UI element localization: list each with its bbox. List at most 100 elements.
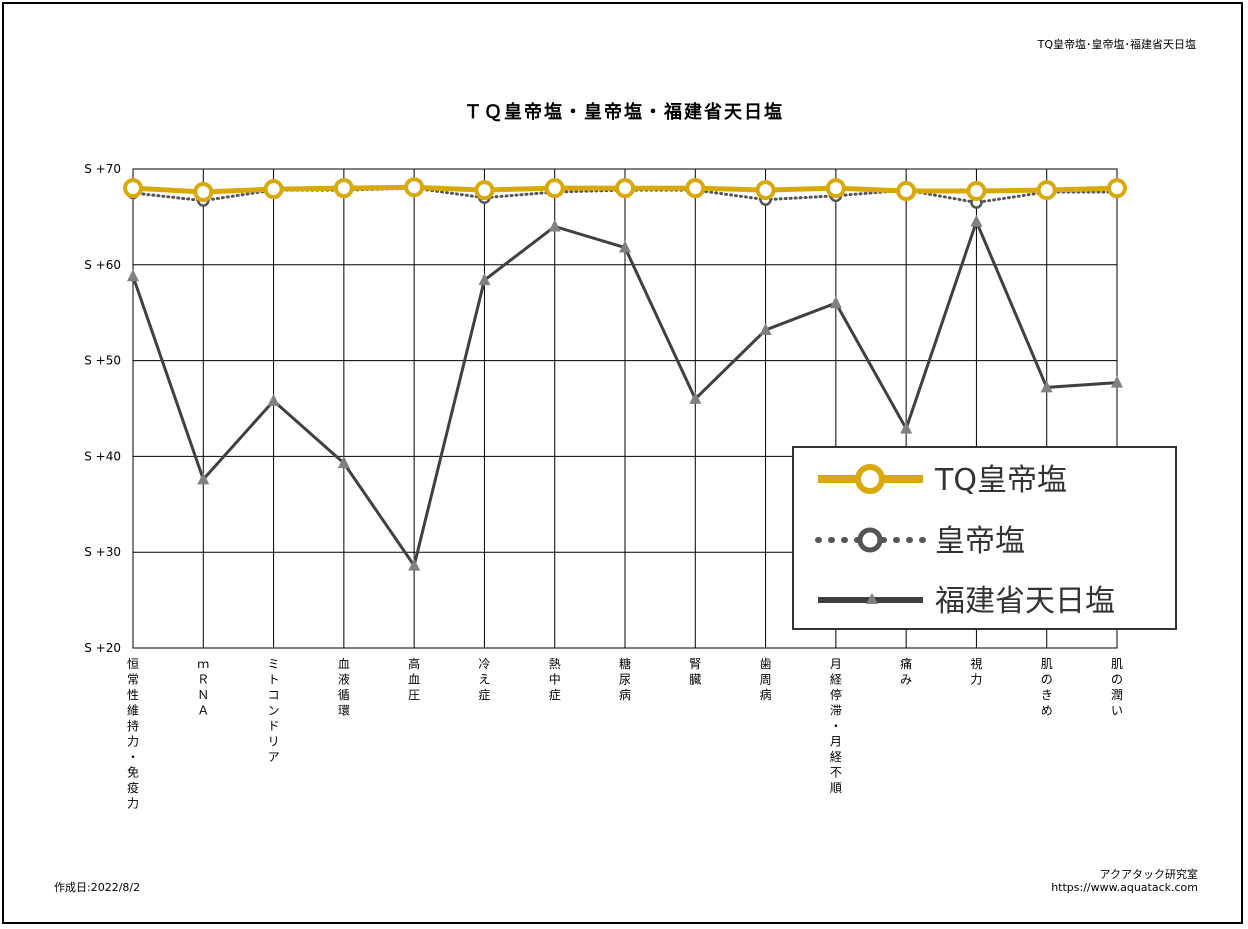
x-tick-label: 力 <box>127 735 139 749</box>
legend-marker-tq <box>855 464 885 494</box>
x-tick-label: 症 <box>478 687 490 702</box>
point-fukken <box>900 421 913 434</box>
point-tq <box>896 181 917 202</box>
x-tick-label: 環 <box>338 704 350 718</box>
x-tick-label: 血 <box>338 657 350 671</box>
legend-marker-koteien <box>857 527 883 553</box>
x-tick-label: 症 <box>549 687 561 702</box>
point-tq <box>755 180 776 201</box>
x-tick-label: 潤 <box>1111 688 1123 702</box>
x-tick-label: ・ <box>830 719 842 733</box>
x-tick-label: 視 <box>970 656 982 671</box>
company-name: アクアタック研究室 <box>1099 868 1198 881</box>
point-tq <box>263 179 284 200</box>
website-url: https://www.aquatack.com <box>1051 881 1198 894</box>
x-tick-label: 停 <box>830 687 842 702</box>
x-tick-label: 周 <box>760 673 772 687</box>
point-tq <box>544 178 565 199</box>
x-tick-label: 病 <box>619 687 631 702</box>
x-tick-label: 経 <box>830 750 842 764</box>
point-tq <box>123 178 143 199</box>
point-fukken <box>478 273 491 286</box>
x-tick-label: 液 <box>338 672 350 687</box>
y-tick-label: S +30 <box>84 545 121 559</box>
legend-label-fukken: 福建省天日塩 <box>935 584 1115 619</box>
x-tick-label: 維 <box>127 704 139 718</box>
x-tick-label: 経 <box>830 673 842 687</box>
x-tick-label: 不 <box>830 766 842 780</box>
x-tick-label: リ <box>268 735 280 749</box>
point-tq <box>333 178 354 199</box>
x-tick-label: 疫 <box>127 780 139 795</box>
chart-title: ＴＱ皇帝塩・皇帝塩・福建省天日塩 <box>464 102 784 123</box>
header-title: TQ皇帝塩･皇帝塩･福建省天日塩 <box>1037 38 1196 51</box>
point-fukken <box>1040 380 1053 393</box>
x-tick-label: コ <box>268 688 280 702</box>
x-tick-label: 恒 <box>127 657 139 671</box>
x-tick-label: の <box>1041 673 1053 687</box>
x-tick-label: 循 <box>338 688 350 702</box>
point-tq <box>966 181 987 202</box>
point-fukken <box>408 558 421 571</box>
x-tick-label: 肌 <box>1111 657 1123 671</box>
y-tick-label: S +70 <box>84 162 121 176</box>
x-tick-label: 血 <box>408 673 420 687</box>
x-tick-label: 熱 <box>549 657 561 671</box>
y-tick-label: S +60 <box>84 258 121 272</box>
x-tick-label: 肌 <box>1041 657 1053 671</box>
x-tick-label: 常 <box>127 673 139 687</box>
x-tick-label: 免 <box>127 765 139 780</box>
x-tick-label: ン <box>268 704 280 718</box>
point-tq <box>1036 180 1057 201</box>
x-tick-label: 性 <box>127 688 139 702</box>
point-tq <box>825 178 846 199</box>
x-tick-label: ド <box>268 719 280 733</box>
x-tick-label: Ｒ <box>197 673 209 687</box>
x-tick-label: み <box>900 673 912 687</box>
x-tick-label: き <box>1041 688 1053 702</box>
point-fukken <box>197 472 210 485</box>
x-tick-label: 滞 <box>830 704 842 718</box>
point-fukken <box>829 296 842 309</box>
legend-label-tq: TQ皇帝塩 <box>934 463 1067 498</box>
x-tick-label: ア <box>268 750 280 764</box>
y-tick-label: S +50 <box>84 354 121 368</box>
x-tick-label: 力 <box>127 797 139 811</box>
x-tick-label: 持 <box>127 718 139 733</box>
point-tq <box>404 177 425 198</box>
x-tick-label: え <box>478 673 490 687</box>
point-fukken <box>689 391 702 404</box>
point-fukken <box>267 393 280 406</box>
x-tick-label: Ａ <box>197 704 209 718</box>
x-tick-label: め <box>1041 704 1053 718</box>
x-tick-label: 尿 <box>619 673 631 687</box>
x-tick-label: 高 <box>408 656 420 671</box>
x-tick-label: 病 <box>760 687 772 702</box>
x-tick-label: 臓 <box>689 673 701 687</box>
x-tick-label: 力 <box>970 673 982 687</box>
x-tick-label: ｍ <box>197 657 209 671</box>
legend-marker-fukken <box>866 593 878 604</box>
point-tq <box>685 178 706 199</box>
point-fukken <box>548 219 561 232</box>
point-fukken <box>759 322 772 335</box>
x-tick-label: ト <box>268 673 280 687</box>
x-tick-label: 中 <box>549 672 561 687</box>
x-tick-label: 順 <box>830 781 842 795</box>
point-tq <box>193 181 214 202</box>
x-tick-label: Ｎ <box>197 688 209 702</box>
legend-label-koteien: 皇帝塩 <box>935 524 1025 559</box>
point-fukken <box>127 269 139 282</box>
x-tick-label: 糖 <box>619 656 631 671</box>
point-fukken <box>619 240 631 253</box>
x-tick-label: い <box>1111 704 1123 718</box>
x-tick-label: ・ <box>127 750 139 764</box>
x-tick-label: 痛 <box>900 656 912 671</box>
point-tq <box>1107 178 1127 199</box>
x-tick-label: 冷 <box>478 657 490 671</box>
point-fukken <box>337 456 350 469</box>
x-tick-label: の <box>1111 673 1123 687</box>
point-tq <box>474 180 495 201</box>
